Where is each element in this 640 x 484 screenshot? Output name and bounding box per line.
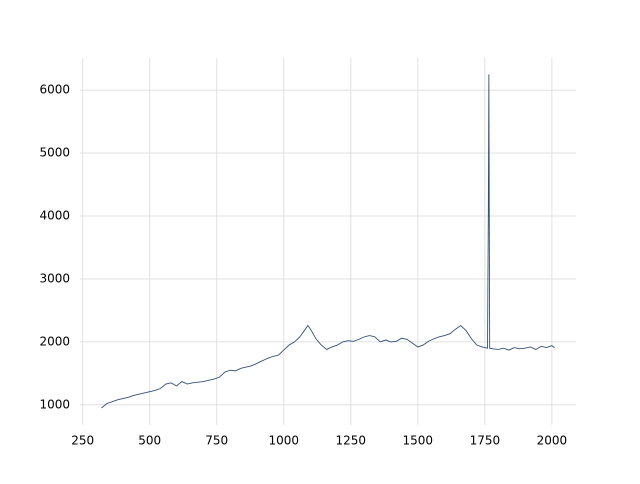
x-tick-label: 500 [138,434,161,448]
data-line [101,74,555,409]
y-tick-label: 5000 [39,146,70,160]
x-tick-label: 2000 [537,434,568,448]
x-tick-label: 1500 [403,434,434,448]
y-tick-label: 4000 [39,209,70,223]
x-tick-label: 1250 [336,434,367,448]
y-tick-label: 6000 [39,83,70,97]
x-tick-label: 1750 [470,434,501,448]
y-tick-label: 1000 [39,397,70,411]
x-tick-label: 1000 [268,434,299,448]
x-tick-label: 750 [205,434,228,448]
x-tick-label: 250 [71,434,94,448]
y-tick-label: 3000 [39,271,70,285]
y-tick-label: 2000 [39,334,70,348]
